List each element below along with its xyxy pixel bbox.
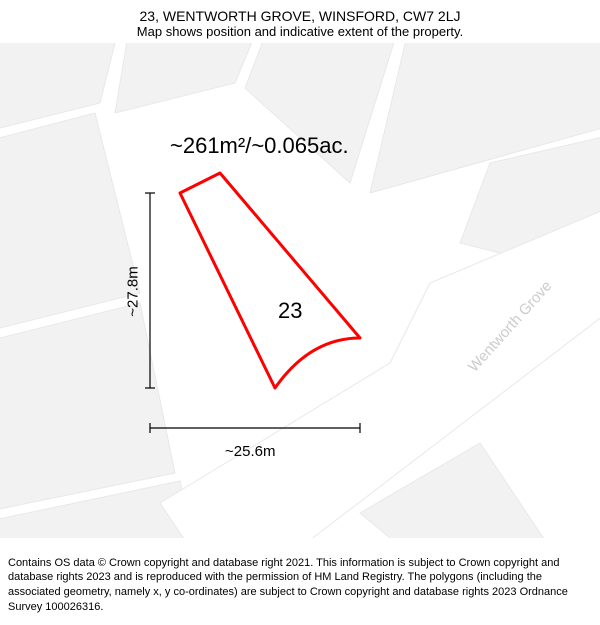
bg-parcel-6 xyxy=(0,303,175,513)
page-title: 23, WENTWORTH GROVE, WINSFORD, CW7 2LJ xyxy=(10,8,590,24)
property-outline xyxy=(180,173,360,388)
bg-parcel-0 xyxy=(0,43,120,133)
bg-parcel-2 xyxy=(245,43,400,183)
map-canvas: ~261m²/~0.065ac. 23 ~27.8m ~25.6m Wentwo… xyxy=(0,43,600,538)
plot-number: 23 xyxy=(278,298,302,324)
copyright-footer: Contains OS data © Crown copyright and d… xyxy=(0,550,600,625)
header: 23, WENTWORTH GROVE, WINSFORD, CW7 2LJ M… xyxy=(0,0,600,43)
area-label: ~261m²/~0.065ac. xyxy=(170,133,349,159)
bg-parcel-5 xyxy=(0,113,140,333)
bg-parcel-1 xyxy=(115,43,260,113)
dimension-horizontal-label: ~25.6m xyxy=(225,443,275,460)
road xyxy=(160,203,600,538)
map-svg xyxy=(0,43,600,538)
page-subtitle: Map shows position and indicative extent… xyxy=(10,24,590,39)
dimension-vertical-label: ~27.8m xyxy=(125,266,142,316)
